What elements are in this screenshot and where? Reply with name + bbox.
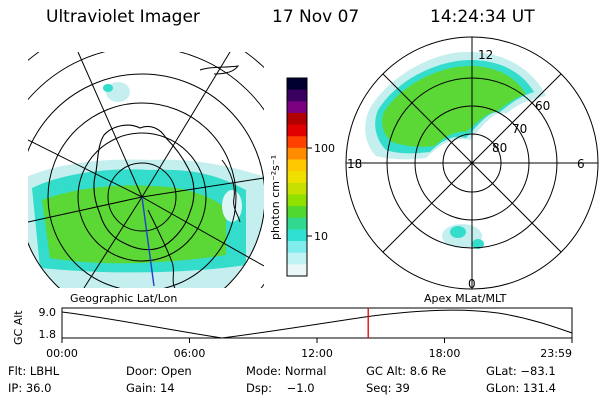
antarctica-coastline [93,124,195,251]
colorbar-swatch [287,159,307,172]
altitude-curve [61,309,573,339]
colorbar-swatch [287,112,307,126]
latitude-circles [28,73,264,288]
coastline-segment-east [221,159,241,223]
colorbar-swatch [287,124,307,137]
footer-glon: GLon: 131.4 [486,381,556,395]
colorbar-ticks [307,147,312,237]
mlat-label-60: 60 [535,99,550,113]
colorbar-swatch [287,171,307,184]
colorbar-swatch [287,101,307,114]
altitude-x-ticks [61,338,573,343]
magnetic-panel: 12 18 6 0 60 70 80 Apex MLat/MLT [345,36,599,305]
geographic-map [28,52,264,288]
instrument-title: Ultraviolet Imager [46,7,200,27]
footer-dsp: Dsp: −1.0 [246,381,315,395]
colorbar-frame [286,77,308,277]
colorbar-swatch [287,217,307,231]
colorbar-swatch [287,241,307,254]
footer-door: Door: Open [126,364,192,378]
observation-date: 17 Nov 07 [272,7,360,27]
altitude-xtick-1800: 18:00 [429,347,461,360]
colorbar-swatch [287,252,307,265]
altitude-xtick-2359: 23:59 [540,347,572,360]
island-outline [199,65,240,75]
colorbar-swatch [287,206,307,219]
right-aurora-image [365,51,546,249]
footer-gain: Gain: 14 [126,381,175,395]
colorbar-swatch [287,136,307,149]
altitude-xtick-1200: 12:00 [301,347,333,360]
footer-gc-alt: GC Alt: 8.6 Re [366,364,447,378]
colorbar-swatch [287,89,307,102]
colorbar-swatch [287,229,307,242]
mlat-label-80: 80 [492,141,507,155]
altitude-plot: 9.0 1.8 GC Alt 00:00 06:00 12:00 18:00 2… [12,306,573,360]
mlt-label-midnight: 0 [468,277,476,291]
colorbar-tick-10: 10 [314,230,328,243]
mlt-meridians [346,37,598,289]
altitude-ytick-max: 9.0 [39,306,57,319]
right-panel-caption: Apex MLat/MLT [424,292,507,305]
colorbar-swatch [287,147,307,161]
mlt-label-noon: 12 [478,48,493,62]
footer-mode: Mode: Normal [246,364,327,378]
colorbar-gradient [287,78,307,277]
footer-filter: Flt: LBHL [8,364,60,378]
satellite-meridian-line [141,196,155,287]
altitude-xtick-0600: 06:00 [174,347,206,360]
colorbar: 100 10 photon cm⁻²s⁻¹ [269,77,335,277]
mlt-label-dawn: 6 [577,157,585,171]
footer-ip: IP: 36.0 [8,381,52,395]
footer-glat: GLat: −83.1 [486,364,556,378]
colorbar-unit-label: photon cm⁻²s⁻¹ [269,155,282,240]
colorbar-swatch [287,182,307,196]
altitude-xtick-0000: 00:00 [46,347,78,360]
coastline-segment [147,209,176,288]
footer-seq: Seq: 39 [366,381,410,395]
mlt-label-dusk: 18 [347,157,362,171]
observation-time: 14:24:34 UT [430,7,535,27]
geographic-panel: Geographic Lat/Lon [28,52,264,305]
colorbar-swatch [287,264,307,277]
mlat-label-70: 70 [512,122,527,136]
colorbar-tick-100: 100 [314,142,335,155]
colorbar-swatch [287,78,307,91]
left-panel-caption: Geographic Lat/Lon [70,292,177,305]
altitude-ytick-min: 1.8 [39,328,57,341]
altitude-y-label: GC Alt [12,310,25,345]
colorbar-swatch [287,194,307,207]
meridian-lines [28,52,264,288]
